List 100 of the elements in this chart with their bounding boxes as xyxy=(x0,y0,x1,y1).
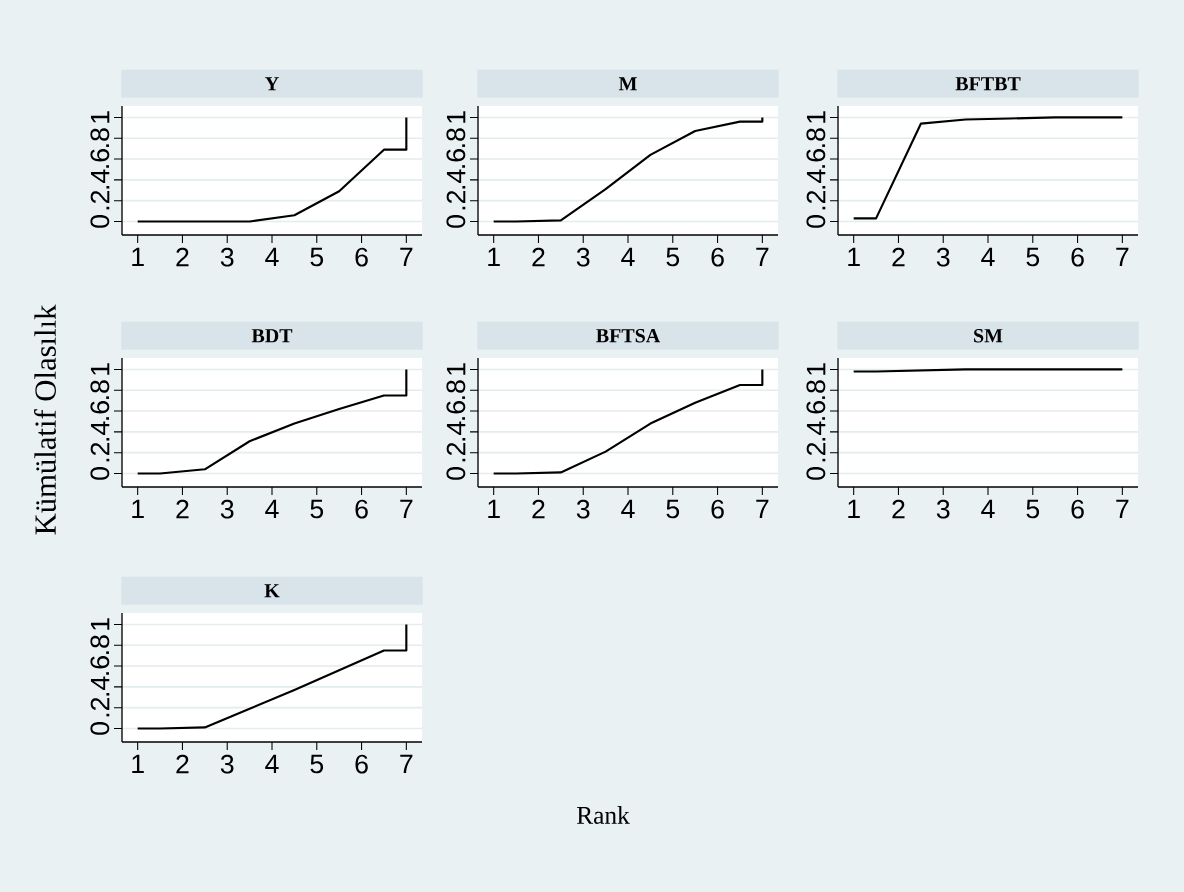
y-tick-label: .2 xyxy=(446,442,466,462)
x-tick-label: 7 xyxy=(400,499,413,519)
x-tick-label: 6 xyxy=(355,754,368,774)
y-tick-label: .2 xyxy=(90,442,110,462)
chart-title: M xyxy=(618,77,637,91)
y-tick-label: .4 xyxy=(90,676,110,696)
x-tick-label: 4 xyxy=(265,247,279,267)
x-tick-label: 3 xyxy=(576,247,590,267)
y-tick-label: .4 xyxy=(90,169,110,189)
x-tick-label: 5 xyxy=(666,247,680,267)
y-tick-label: .6 xyxy=(90,401,110,420)
y-tick-label: .8 xyxy=(806,380,826,399)
x-tick-label: 1 xyxy=(848,247,860,267)
y-tick-label: 1 xyxy=(90,618,110,630)
y-tick-label: .6 xyxy=(806,401,826,420)
x-tick-label: 6 xyxy=(355,499,368,519)
chart-title: Y xyxy=(265,77,279,91)
x-tick-label: 4 xyxy=(265,499,279,519)
line-series xyxy=(492,116,764,223)
x-tick-label: 6 xyxy=(711,247,724,267)
y-tick-label: 1 xyxy=(446,111,466,123)
y-tick-label: .6 xyxy=(446,401,466,420)
y-tick-label: 0 xyxy=(806,215,826,228)
y-tick-label: .2 xyxy=(806,442,826,462)
x-tick-label: 3 xyxy=(936,247,950,267)
chart-title: BDT xyxy=(251,329,293,343)
x-tick-label: 6 xyxy=(711,499,724,519)
x-tick-label: 4 xyxy=(265,754,279,774)
x-tick-label: 2 xyxy=(176,499,189,519)
x-tick-label: 4 xyxy=(981,499,995,519)
x-tick-label: 2 xyxy=(892,499,905,519)
y-tick-label: .8 xyxy=(446,128,466,147)
y-axis-title: Kümülatif Olasılık xyxy=(34,304,56,535)
x-tick-label: 7 xyxy=(1116,247,1129,267)
y-tick-label: 0 xyxy=(446,215,466,228)
y-tick-label: 0 xyxy=(90,722,110,735)
x-tick-label: 3 xyxy=(576,499,590,519)
line-series xyxy=(492,368,764,475)
y-tick-label: 1 xyxy=(90,111,110,123)
x-tick-label: 5 xyxy=(310,499,324,519)
x-tick-label: 2 xyxy=(532,247,545,267)
line-series xyxy=(136,368,408,475)
x-tick-label: 3 xyxy=(220,754,234,774)
x-tick-label: 2 xyxy=(892,247,905,267)
y-tick-label: 1 xyxy=(806,111,826,123)
x-tick-label: 4 xyxy=(981,247,995,267)
y-tick-label: 1 xyxy=(90,363,110,375)
y-tick-label: .6 xyxy=(90,149,110,168)
x-tick-label: 1 xyxy=(488,247,500,267)
y-tick-label: 0 xyxy=(806,467,826,480)
x-tick-label: 5 xyxy=(1026,247,1040,267)
y-tick-label: .4 xyxy=(446,421,466,441)
x-tick-label: 3 xyxy=(936,499,950,519)
x-tick-label: 1 xyxy=(132,499,144,519)
chart-title: BFTBT xyxy=(955,77,1021,91)
y-tick-label: .6 xyxy=(90,656,110,675)
x-tick-label: 2 xyxy=(532,499,545,519)
y-tick-label: .2 xyxy=(806,190,826,210)
y-tick-label: .4 xyxy=(806,169,826,189)
y-tick-label: .4 xyxy=(806,421,826,441)
x-tick-label: 1 xyxy=(848,499,860,519)
chart-title: BFTSA xyxy=(596,329,661,343)
y-tick-label: .8 xyxy=(806,128,826,147)
x-tick-label: 2 xyxy=(176,754,189,774)
x-tick-label: 3 xyxy=(220,247,234,267)
x-tick-label: 6 xyxy=(1071,499,1084,519)
y-tick-label: .8 xyxy=(90,128,110,147)
y-tick-label: .2 xyxy=(90,190,110,210)
y-tick-label: .2 xyxy=(446,190,466,210)
chart-title: SM xyxy=(974,329,1003,343)
chart-title: K xyxy=(264,584,280,598)
x-tick-label: 5 xyxy=(1026,499,1040,519)
x-tick-label: 6 xyxy=(355,247,368,267)
x-tick-label: 7 xyxy=(756,247,769,267)
y-tick-label: .4 xyxy=(446,169,466,189)
x-tick-label: 5 xyxy=(310,247,324,267)
x-tick-label: 5 xyxy=(310,754,324,774)
y-tick-label: .8 xyxy=(446,380,466,399)
y-tick-label: .6 xyxy=(446,149,466,168)
x-tick-label: 6 xyxy=(1071,247,1084,267)
x-tick-label: 1 xyxy=(132,754,144,774)
x-tick-label: 4 xyxy=(621,499,635,519)
x-tick-label: 1 xyxy=(488,499,500,519)
y-tick-label: .8 xyxy=(90,635,110,654)
y-tick-label: .2 xyxy=(90,697,110,717)
y-tick-label: .8 xyxy=(90,380,110,399)
x-axis-title: Rank xyxy=(577,806,630,824)
y-tick-label: 1 xyxy=(446,363,466,375)
y-tick-label: 0 xyxy=(90,467,110,480)
x-tick-label: 7 xyxy=(400,754,413,774)
x-tick-label: 3 xyxy=(220,499,234,519)
x-tick-label: 7 xyxy=(756,499,769,519)
x-tick-label: 7 xyxy=(1116,499,1129,519)
x-tick-label: 1 xyxy=(132,247,144,267)
y-tick-label: .6 xyxy=(806,149,826,168)
y-tick-label: .4 xyxy=(90,421,110,441)
y-tick-label: 0 xyxy=(446,467,466,480)
x-tick-label: 2 xyxy=(176,247,189,267)
y-tick-label: 0 xyxy=(90,215,110,228)
x-tick-label: 7 xyxy=(400,247,413,267)
